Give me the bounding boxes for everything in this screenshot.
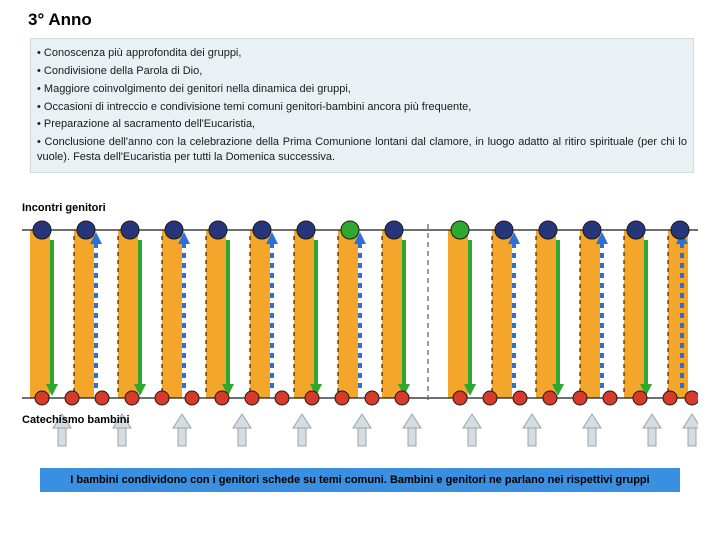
top-node [209, 221, 227, 239]
page-title: 3° Anno [28, 10, 92, 30]
orange-bar [448, 230, 468, 398]
share-arrow-stem [468, 428, 476, 446]
orange-bar [250, 230, 270, 398]
bullet-item: • Condivisione della Parola di Dio, [37, 64, 687, 79]
bottom-node [663, 391, 677, 405]
bullet-item: • Conoscenza più approfondita dei gruppi… [37, 46, 687, 61]
top-node [671, 221, 689, 239]
share-arrow-head [523, 414, 541, 428]
bottom-node [35, 391, 49, 405]
top-node [165, 221, 183, 239]
bottom-node [483, 391, 497, 405]
top-node [341, 221, 359, 239]
orange-bar [118, 230, 138, 398]
label-catechismo-bambini: Catechismo bambini [22, 414, 130, 426]
bottom-node [335, 391, 349, 405]
top-node [451, 221, 469, 239]
top-node [121, 221, 139, 239]
bottom-node [305, 391, 319, 405]
timeline-diagram [22, 216, 698, 466]
bottom-node [95, 391, 109, 405]
bottom-node [125, 391, 139, 405]
bullets-box: • Conoscenza più approfondita dei gruppi… [30, 38, 694, 173]
share-arrow-head [293, 414, 311, 428]
orange-bar [580, 230, 600, 398]
top-node [495, 221, 513, 239]
orange-bar [536, 230, 556, 398]
bottom-node [155, 391, 169, 405]
share-arrow-head [583, 414, 601, 428]
share-arrow-head [353, 414, 371, 428]
share-arrow-stem [408, 428, 416, 446]
bottom-node [65, 391, 79, 405]
share-arrow-stem [298, 428, 306, 446]
share-arrow-stem [528, 428, 536, 446]
orange-bar [338, 230, 358, 398]
share-arrow-head [403, 414, 421, 428]
top-node [297, 221, 315, 239]
share-arrow-stem [358, 428, 366, 446]
bullet-item: • Maggiore coinvolgimento dei genitori n… [37, 82, 687, 97]
bullet-item: • Preparazione al sacramento dell'Eucari… [37, 117, 687, 132]
bottom-node [633, 391, 647, 405]
bottom-node [453, 391, 467, 405]
orange-bar [294, 230, 314, 398]
orange-bar [162, 230, 182, 398]
top-node [539, 221, 557, 239]
share-arrow-head [683, 414, 698, 428]
orange-bar [624, 230, 644, 398]
share-arrow-stem [688, 428, 696, 446]
bottom-node [685, 391, 698, 405]
orange-bar [668, 230, 688, 398]
share-arrow-head [643, 414, 661, 428]
top-node [33, 221, 51, 239]
share-arrow-head [173, 414, 191, 428]
top-node [627, 221, 645, 239]
bottom-node [365, 391, 379, 405]
footer-banner: I bambini condividono con i genitori sch… [40, 468, 680, 492]
bottom-node [513, 391, 527, 405]
orange-bar [30, 230, 50, 398]
bottom-node [543, 391, 557, 405]
share-arrow-head [233, 414, 251, 428]
orange-bar [382, 230, 402, 398]
orange-bar [492, 230, 512, 398]
bottom-node [215, 391, 229, 405]
bullet-item: • Occasioni di intreccio e condivisione … [37, 100, 687, 115]
share-arrow-head [463, 414, 481, 428]
top-node [77, 221, 95, 239]
bottom-node [573, 391, 587, 405]
share-arrow-stem [238, 428, 246, 446]
bullet-item: • Conclusione dell'anno con la celebrazi… [37, 135, 687, 165]
orange-bar [206, 230, 226, 398]
bottom-node [245, 391, 259, 405]
share-arrow-stem [588, 428, 596, 446]
bottom-node [275, 391, 289, 405]
orange-bar [74, 230, 94, 398]
share-arrow-stem [118, 428, 126, 446]
share-arrow-stem [178, 428, 186, 446]
bottom-node [603, 391, 617, 405]
top-node [583, 221, 601, 239]
share-arrow-stem [648, 428, 656, 446]
bottom-node [395, 391, 409, 405]
label-incontri-genitori: Incontri genitori [22, 202, 106, 214]
bottom-node [185, 391, 199, 405]
share-arrow-stem [58, 428, 66, 446]
top-node [385, 221, 403, 239]
top-node [253, 221, 271, 239]
